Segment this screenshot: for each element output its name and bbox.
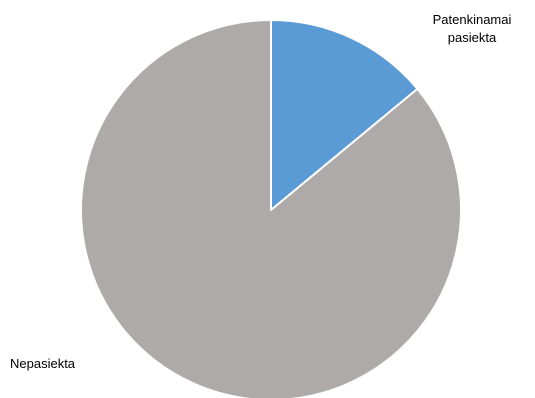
pie-slice-label-line: Nepasiekta [10, 356, 76, 371]
pie-slice-label-1: Nepasiekta [10, 356, 76, 371]
pie-slices [80, 19, 462, 398]
pie-slice-1 [80, 19, 462, 398]
pie-slice-label-0: Patenkinamai pasiekta [433, 12, 512, 45]
pie-slice-label-line: pasiekta [448, 30, 497, 45]
pie-slice-label-line: Patenkinamai [433, 12, 512, 27]
pie-slice-0 [270, 19, 419, 211]
pie-labels: Patenkinamai pasiekta Nepasiekta [10, 12, 511, 371]
